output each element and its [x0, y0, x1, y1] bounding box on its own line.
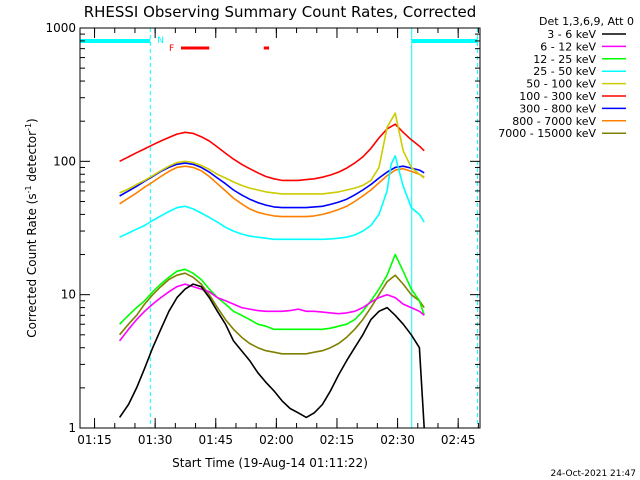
plot-frame	[79, 27, 481, 429]
y-tick-label: 1000	[45, 21, 76, 35]
x-tick-label: 01:15	[77, 433, 112, 447]
detector-label: Det 1,3,6,9, Att 0	[539, 15, 634, 28]
plot-area: NF 1 10 100 1000 01:15 01:30 01:45 02:00 02:15 02:…	[45, 21, 481, 447]
legend-entry-label: 12 - 25 keV	[533, 53, 596, 66]
legend-entry-label: 100 - 300 keV	[519, 90, 596, 103]
series-line	[119, 162, 425, 209]
legend-entry-label: 800 - 7000 keV	[512, 115, 596, 128]
legend-entry-label: 6 - 12 keV	[540, 40, 596, 53]
x-tick-label: 01:30	[138, 433, 173, 447]
x-axis-label: Start Time (19-Aug-14 01:11:22)	[172, 456, 368, 470]
series-line	[119, 155, 425, 241]
series-line	[118, 272, 425, 355]
series-line	[119, 123, 425, 182]
y-tick-label: 100	[53, 154, 76, 168]
y-axis-label-part2: detector	[25, 131, 39, 186]
footer-timestamp: 24-Oct-2021 21:47	[551, 469, 636, 479]
x-tick-label: 01:45	[198, 433, 233, 447]
y-axis-label-part1: Corrected Count Rate (s	[25, 193, 39, 337]
x-tick-label: 02:15	[320, 433, 355, 447]
y-axis-label-sup1: -1	[24, 185, 33, 193]
flare-flag-label: F	[169, 44, 174, 54]
y-tick-label: 1	[68, 421, 76, 435]
series-line	[119, 165, 425, 218]
y-axis-label-part3: )	[25, 118, 39, 123]
series-line	[119, 253, 425, 331]
legend-entry-label: 300 - 800 keV	[519, 102, 596, 115]
night-flag-label: N	[157, 36, 164, 46]
legend-entry-label: 25 - 50 keV	[533, 65, 596, 78]
legend-entry-label: 3 - 6 keV	[547, 28, 596, 41]
y-tick-label: 10	[61, 288, 76, 302]
x-tick-label: 02:45	[441, 433, 476, 447]
y-axis-label: Corrected Count Rate (s-1 detector-1)	[24, 118, 39, 337]
legend-entry-label: 7000 - 15000 keV	[498, 127, 596, 140]
y-axis-label-sup2: -1	[24, 123, 33, 131]
chart-title: RHESSI Observing Summary Count Rates, Co…	[84, 3, 477, 21]
x-tick-label: 02:00	[259, 433, 294, 447]
series-line	[119, 112, 425, 195]
series-line	[118, 283, 425, 429]
legend-entry-label: 50 - 100 keV	[526, 78, 596, 91]
x-tick-label: 02:30	[380, 433, 415, 447]
series-line	[118, 283, 425, 342]
